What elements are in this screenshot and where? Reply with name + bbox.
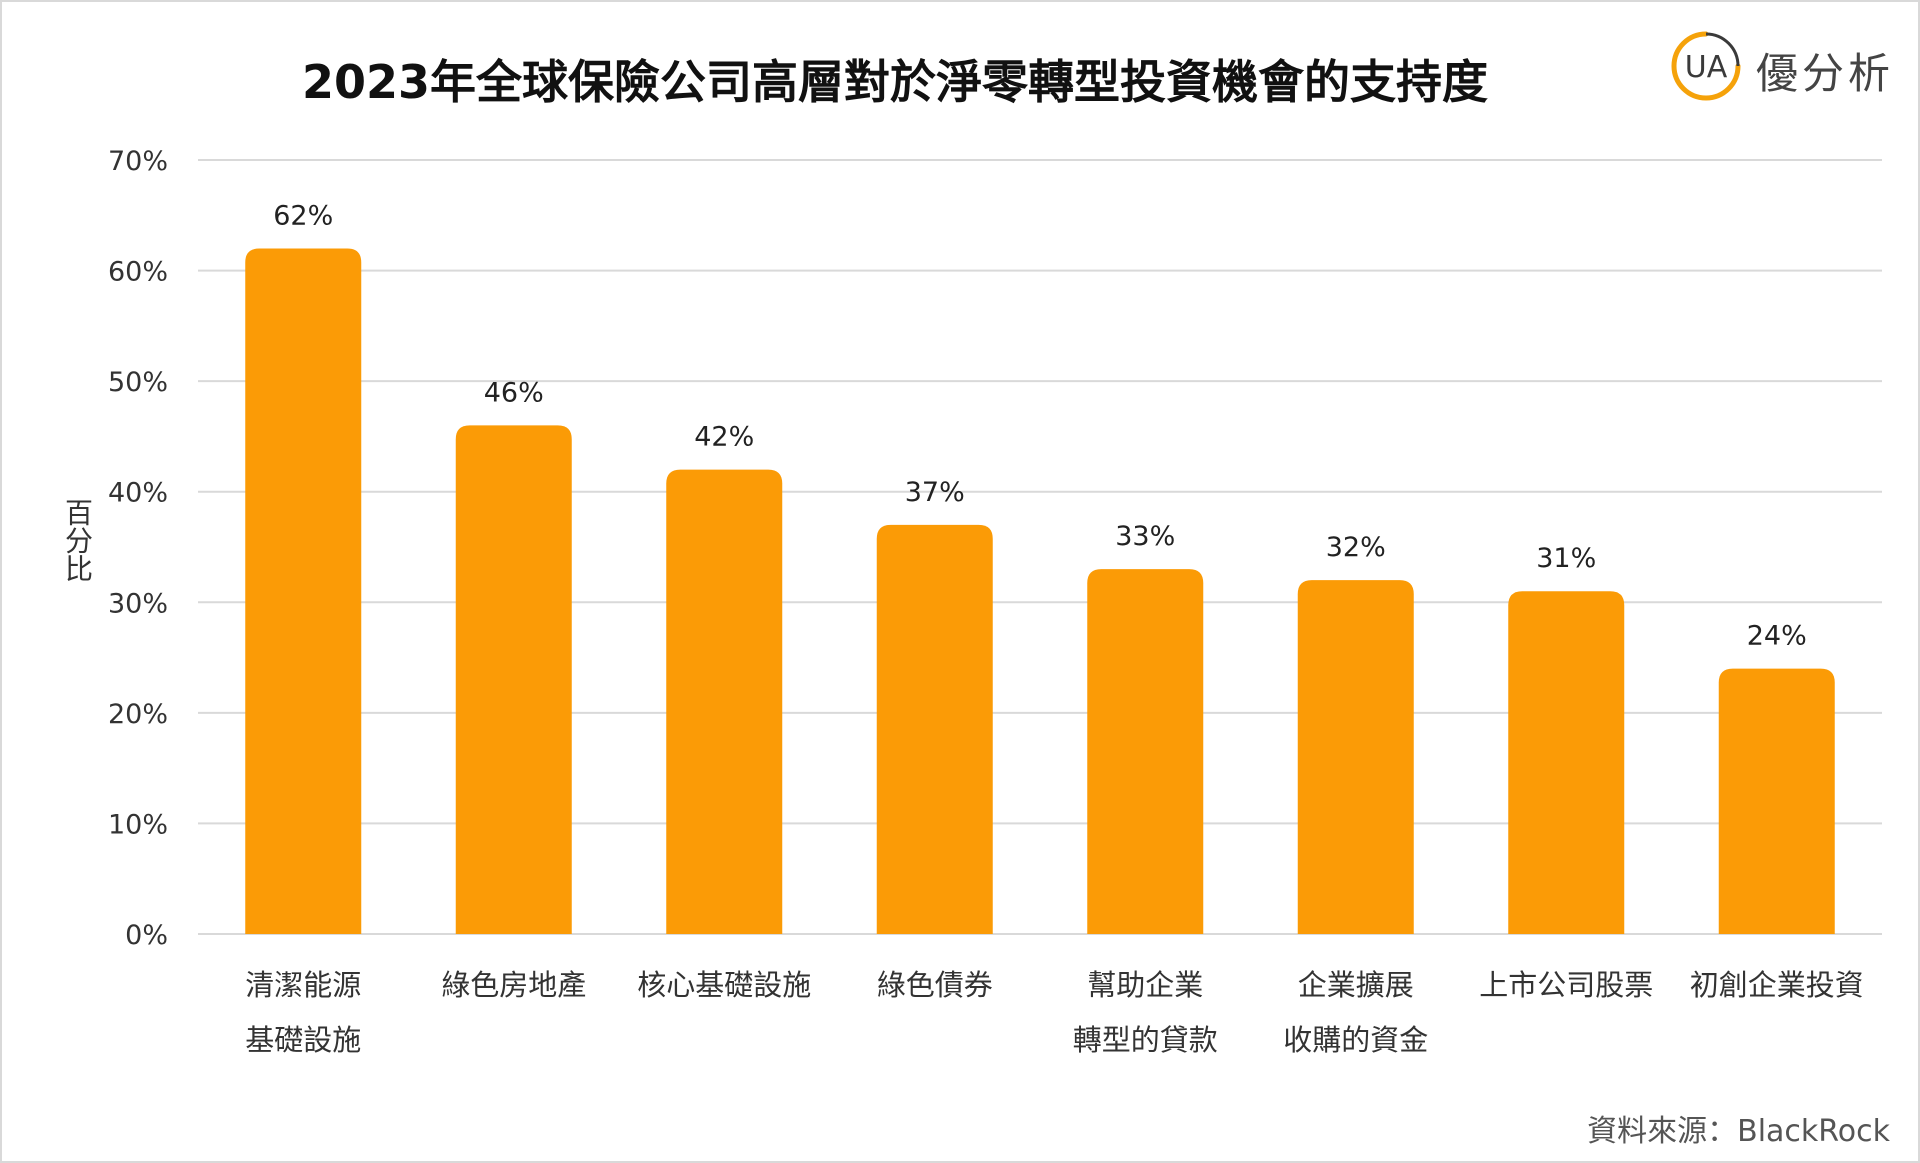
logo-mark-icon: UA — [1671, 31, 1741, 101]
gridlines — [198, 159, 1882, 935]
logo-name: 優分析 — [1756, 49, 1895, 98]
x-tick-label: 上市公司股票 — [1479, 968, 1653, 1002]
x-tick-label: 核心基礎設施 — [637, 968, 811, 1002]
y-tick-label: 20% — [108, 699, 168, 730]
bar — [1297, 580, 1414, 934]
y-tick-label: 60% — [108, 257, 168, 288]
y-tick-label: 0% — [125, 920, 168, 951]
x-tick-label: 清潔能源 — [245, 968, 361, 1002]
data-label: 32% — [1326, 532, 1386, 563]
data-label: 42% — [694, 422, 754, 453]
bar — [245, 248, 362, 934]
data-label: 37% — [905, 477, 965, 508]
chart-title: 2023年全球保險公司高層對於淨零轉型投資機會的支持度 — [302, 55, 1489, 109]
x-tick-label: 轉型的貸款 — [1073, 1023, 1218, 1057]
x-tick-label: 綠色房地產 — [441, 968, 586, 1002]
data-labels: 62% 46% 42% 37% 33% 32% 31% 24% — [273, 200, 1807, 651]
bar — [1087, 569, 1204, 934]
y-tick-label: 50% — [108, 367, 168, 398]
y-tick-label: 70% — [108, 146, 168, 177]
source-note: 資料來源：BlackRock — [1587, 1114, 1890, 1149]
bar — [455, 425, 572, 934]
y-axis-label: 百分比 — [61, 498, 94, 582]
x-tick-label: 收購的資金 — [1283, 1023, 1428, 1057]
y-tick-label: 30% — [108, 588, 168, 619]
bar — [1508, 591, 1625, 934]
bar — [1718, 668, 1835, 934]
x-tick-label: 基礎設施 — [245, 1023, 361, 1057]
y-tick-label: 40% — [108, 478, 168, 509]
data-label: 62% — [273, 200, 333, 231]
data-label: 46% — [484, 377, 544, 408]
logo-mark-text: UA — [1685, 50, 1728, 85]
x-tick-label: 綠色債券 — [877, 968, 993, 1002]
y-tick-labels: 0% 10% 20% 30% 40% 50% 60% 70% — [108, 146, 168, 951]
bars — [245, 248, 1835, 934]
x-tick-label: 幫助企業 — [1087, 968, 1203, 1002]
data-label: 33% — [1115, 521, 1175, 552]
x-tick-label: 初創企業投資 — [1690, 968, 1864, 1002]
data-label: 24% — [1747, 621, 1807, 652]
bar — [876, 524, 993, 934]
bar — [666, 469, 783, 934]
data-label: 31% — [1536, 543, 1596, 574]
y-tick-label: 10% — [108, 809, 168, 840]
x-tick-label: 企業擴展 — [1298, 968, 1414, 1002]
